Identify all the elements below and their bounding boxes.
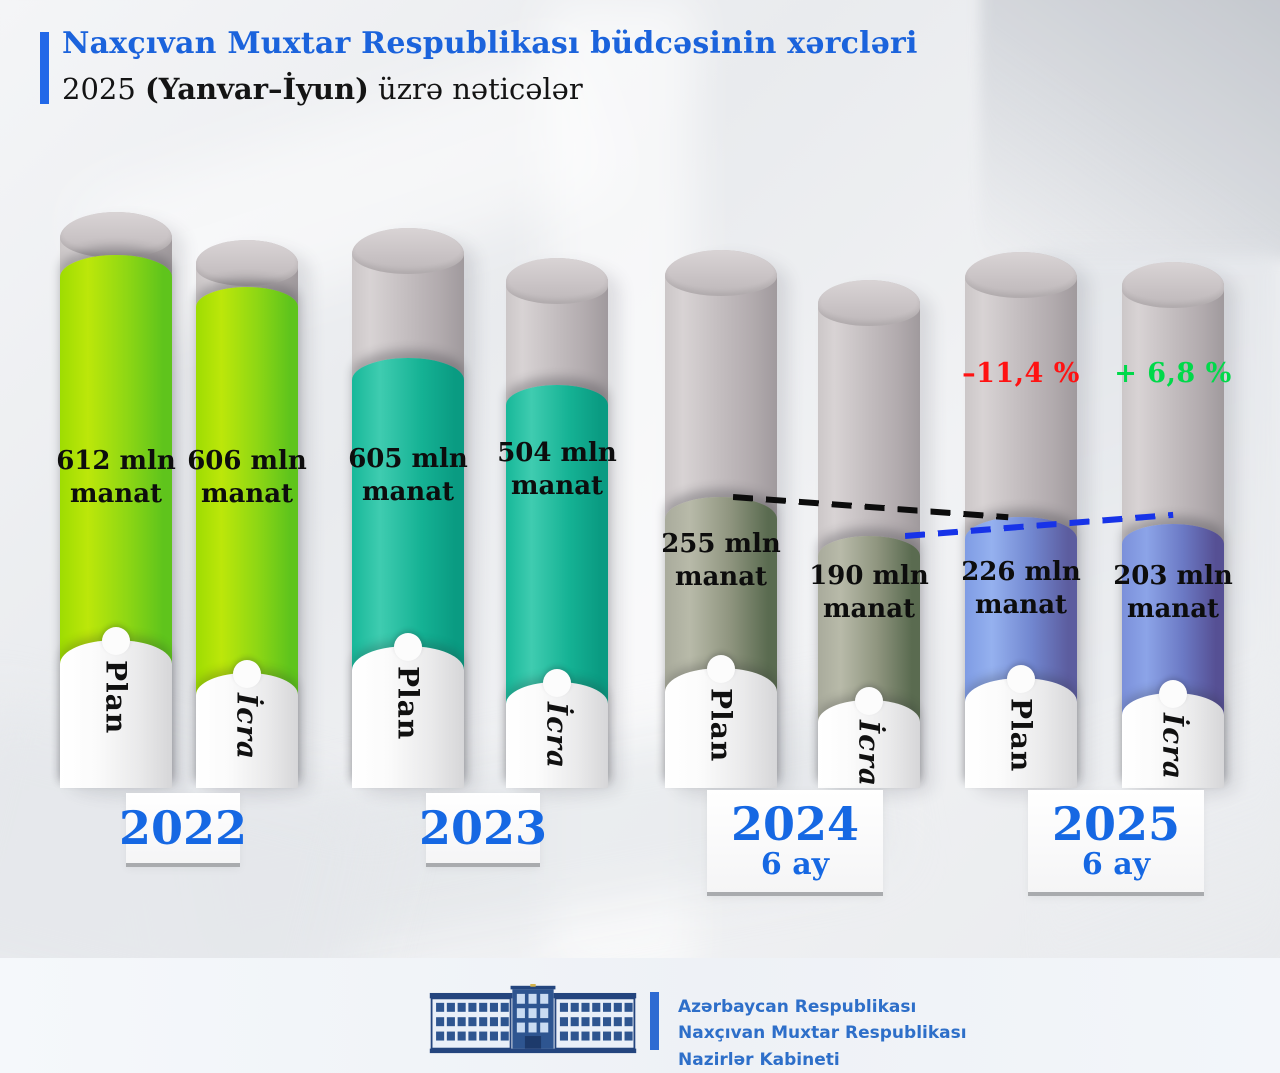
year-label: 2025 [1051,796,1181,851]
bar-top-cap [506,258,608,304]
bar-top-cap [60,212,172,258]
subtitle-period: (Yanvar–İyun) [145,72,369,106]
bar-value-label: 605 mln manat [348,444,468,508]
bar-2024-plan: 255 mln manat Plan [661,250,781,788]
government-building-icon [429,984,637,1054]
bar-value-label: 504 mln manat [497,438,617,502]
bar-base: İcra [1122,680,1224,788]
bar-value-label: 190 mln manat [809,561,929,625]
year-box-2025: 2025 6 ay [1028,790,1204,896]
page-subtitle: 2025 (Yanvar–İyun) üzrə nəticələr [62,72,583,106]
bar-value-label: 203 mln manat [1113,561,1233,625]
bar-series-label: İcra [1156,713,1190,781]
bar-series-label: İcra [230,693,264,761]
org-line-1: Azərbaycan Respublikası [678,997,917,1017]
bar-base: İcra [506,669,608,788]
org-line-3: Nazirlər Kabineti [678,1049,840,1070]
subtitle-rest: üzrə nəticələr [368,72,583,106]
bar-top-cap [665,250,777,296]
bar-top-cap [1122,262,1224,308]
bar-base: İcra [818,687,920,788]
bar-value-label: 612 mln manat [56,446,176,510]
bar-series-label: Plan [391,666,425,741]
bar-base: İcra [196,660,298,788]
bar-top-cap [818,280,920,326]
bar-value-label: 606 mln manat [187,446,307,510]
year-label: 2023 [418,800,548,855]
bar-2022-plan: 612 mln manat Plan [56,212,176,788]
bar-2023-icra: 504 mln manat İcra [497,258,617,788]
bar-base: Plan [665,655,777,788]
bar-top-cap [352,228,464,274]
year-label: 2022 [118,800,248,855]
bar-2023-plan: 605 mln manat Plan [348,228,468,788]
bar-series-label: Plan [99,660,133,735]
bar-series-label: Plan [704,688,738,763]
bar-value-label: 255 mln manat [661,529,781,593]
year-box-2023: 2023 [419,793,547,867]
bar-top-cap [196,240,298,286]
bar-base: Plan [965,665,1077,788]
bar-series-label: İcra [852,720,886,788]
bar-value-label: 226 mln manat [961,557,1081,621]
background-photo-top-right [980,0,1280,260]
title-accent-bar [40,32,49,104]
bar-base: Plan [352,633,464,788]
page-title: Naxçıvan Muxtar Respublikası büdcəsinin … [62,26,918,61]
bar-top-cap [965,252,1077,298]
bar-series-label: İcra [540,702,574,770]
footer-divider-bar [650,992,659,1050]
footer-org-name: Azərbaycan Respublikası Naxçıvan Muxtar … [678,994,967,1073]
icra-change-badge: + 6,8 % [1114,358,1232,389]
bar-2022-icra: 606 mln manat İcra [187,240,307,788]
bar-series-label: Plan [1004,698,1038,773]
year-box-2022: 2022 [119,793,247,867]
year-label: 2024 [730,796,860,851]
subtitle-year: 2025 [62,72,146,106]
year-box-2024: 2024 6 ay [707,790,883,896]
org-line-2: Naxçıvan Muxtar Respublikası [678,1023,967,1044]
period-label: 6 ay [760,846,830,882]
background-streak [0,706,386,1060]
bar-base: Plan [60,627,172,788]
period-label: 6 ay [1081,846,1151,882]
bar-2025-icra: 203 mln manat İcra [1113,262,1233,788]
